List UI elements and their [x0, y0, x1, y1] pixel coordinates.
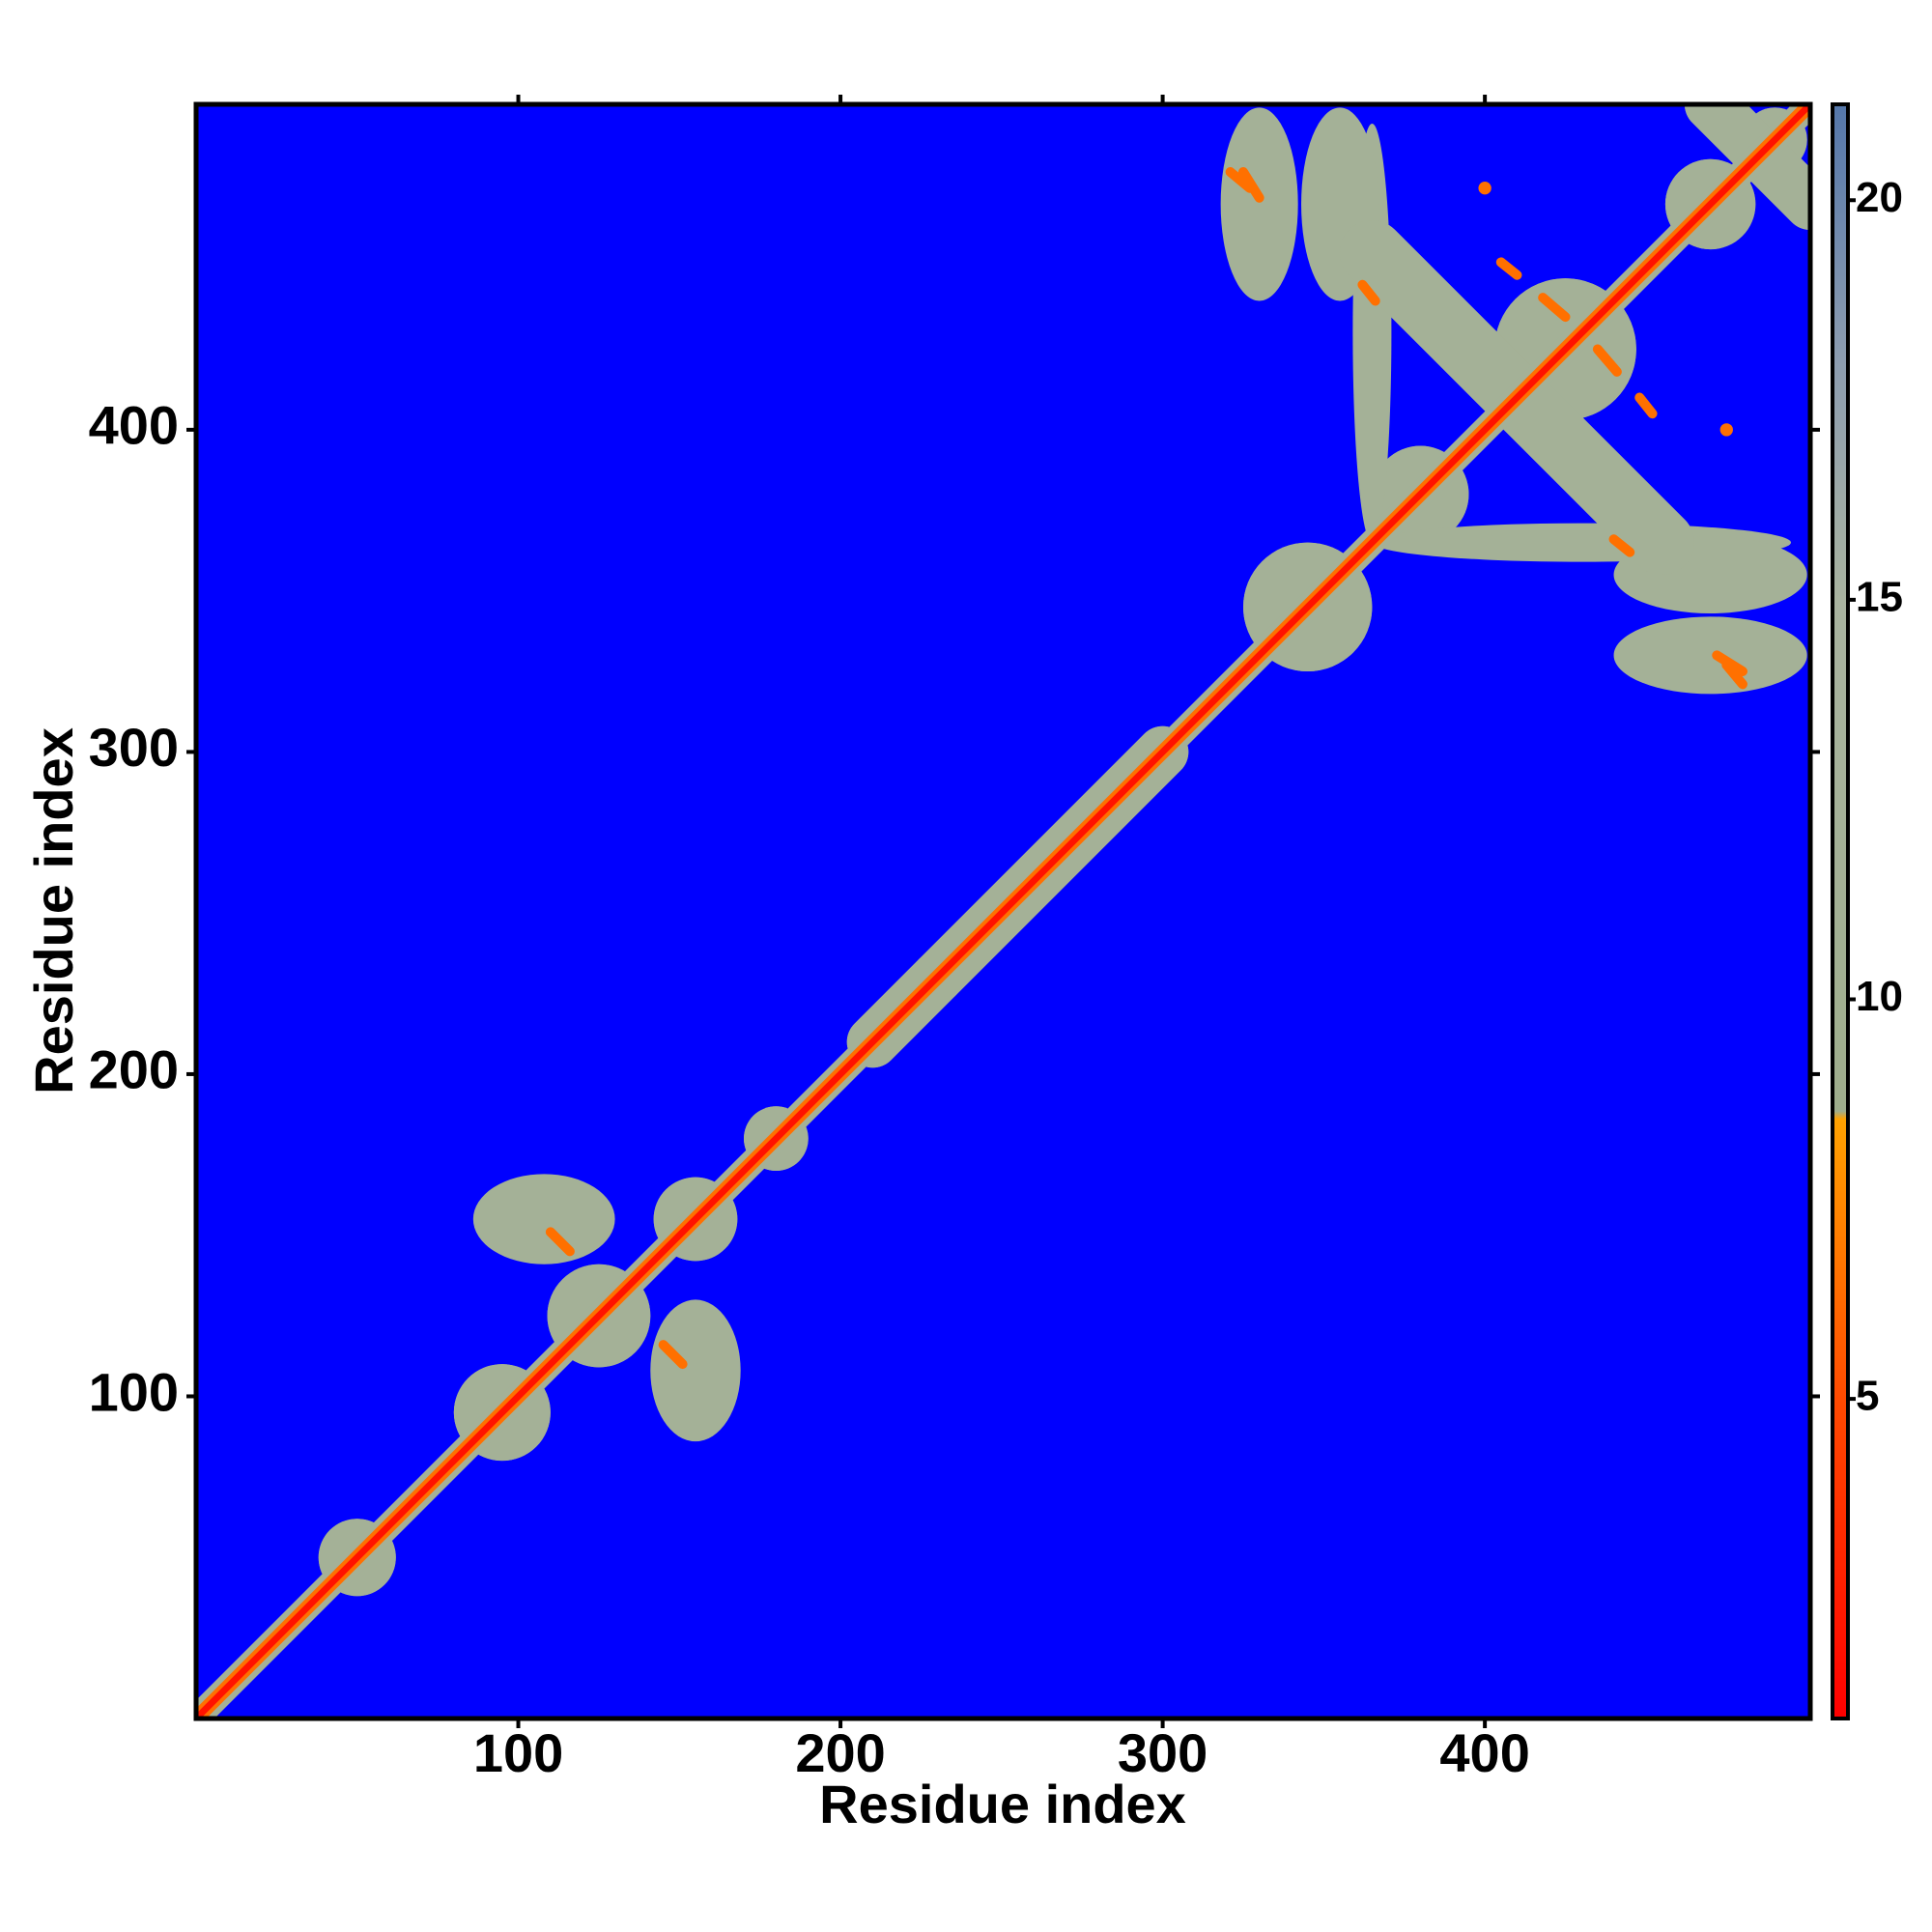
x-tick-label: 400 [1439, 1722, 1529, 1783]
contact-streak [1634, 392, 1658, 419]
y-axis-title: Residue index [23, 727, 84, 1094]
contact-blob [650, 1299, 741, 1442]
contact-streak [1538, 293, 1571, 323]
contact-streak [1495, 257, 1522, 280]
contact-streak [1608, 534, 1635, 557]
contact-streak [196, 104, 1810, 1719]
colorbar-tick-label: 5 [1856, 1373, 1879, 1420]
x-tick-label: 200 [795, 1722, 885, 1783]
y-tick-label: 300 [89, 717, 179, 778]
contact-blob [1220, 107, 1298, 301]
colorbar [1831, 102, 1850, 1720]
plot-frame [193, 101, 1813, 1721]
x-tick-label: 300 [1118, 1722, 1208, 1783]
contact-streak [1721, 660, 1747, 690]
contact-blob [472, 1174, 615, 1264]
colorbar-tick-label: 10 [1856, 973, 1903, 1020]
colorbar-tick-label: 15 [1856, 574, 1903, 621]
x-tick-label: 100 [473, 1722, 563, 1783]
y-tick-label: 400 [89, 395, 179, 456]
y-tick-label: 200 [89, 1039, 179, 1100]
contact-streak [658, 1340, 688, 1370]
x-axis-title: Residue index [819, 1774, 1186, 1834]
y-tick-label: 100 [89, 1361, 179, 1422]
contact-blob [1613, 616, 1807, 695]
contact-blob [1478, 182, 1492, 195]
heatmap-layer [196, 104, 1810, 1719]
contact-streak [1225, 167, 1255, 193]
contact-blob [1719, 423, 1733, 437]
contact-streak [1592, 344, 1622, 377]
contact-streak [545, 1227, 575, 1257]
contact-streak [1357, 279, 1380, 306]
colorbar-tick-label: 20 [1856, 174, 1903, 221]
